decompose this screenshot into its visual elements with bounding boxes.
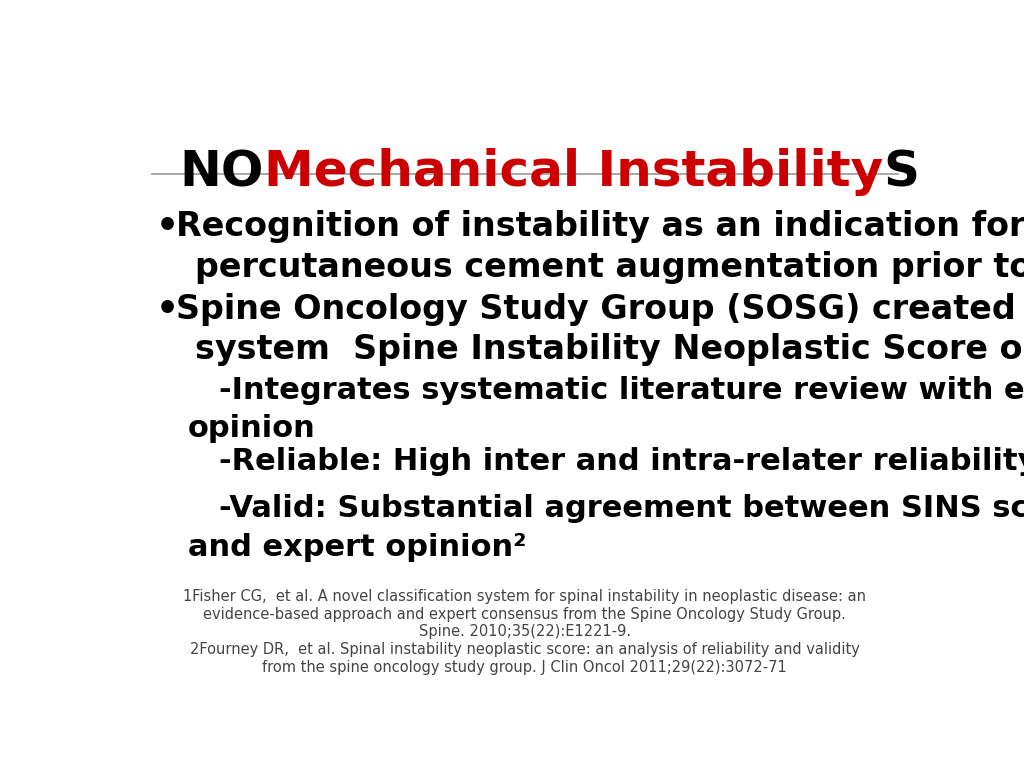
Text: opinion: opinion: [187, 415, 315, 443]
Text: Spine Oncology Study Group (SOSG) created a scoring: Spine Oncology Study Group (SOSG) create…: [176, 293, 1024, 326]
Text: evidence-based approach and expert consensus from the Spine Oncology Study Group: evidence-based approach and expert conse…: [204, 607, 846, 621]
Text: from the spine oncology study group. J Clin Oncol 2011;29(22):3072-71: from the spine oncology study group. J C…: [262, 660, 787, 675]
Text: and expert opinion²: and expert opinion²: [187, 533, 526, 561]
Text: -Reliable: High inter and intra-relater reliability²: -Reliable: High inter and intra-relater …: [219, 447, 1024, 476]
Text: Spine. 2010;35(22):E1221-9.: Spine. 2010;35(22):E1221-9.: [419, 624, 631, 640]
Text: •: •: [156, 210, 179, 244]
Text: 1Fisher CG,  et al. A novel classification system for spinal instability in neop: 1Fisher CG, et al. A novel classificatio…: [183, 589, 866, 604]
Text: 2Fourney DR,  et al. Spinal instability neoplastic score: an analysis of reliabi: 2Fourney DR, et al. Spinal instability n…: [189, 642, 860, 657]
Text: Mechanical Instability: Mechanical Instability: [264, 148, 884, 197]
Text: •: •: [156, 293, 179, 327]
Text: S: S: [884, 148, 920, 197]
Text: Recognition of instability as an indication for surgery or: Recognition of instability as an indicat…: [176, 210, 1024, 243]
Text: percutaneous cement augmentation prior to RT: percutaneous cement augmentation prior t…: [196, 250, 1024, 283]
Text: -Integrates systematic literature review with expert: -Integrates systematic literature review…: [219, 376, 1024, 405]
Text: NO: NO: [179, 148, 264, 197]
Text: system  Spine Instability Neoplastic Score or SINS¹: system Spine Instability Neoplastic Scor…: [196, 333, 1024, 366]
Text: -Valid: Substantial agreement between SINS score: -Valid: Substantial agreement between SI…: [219, 495, 1024, 523]
